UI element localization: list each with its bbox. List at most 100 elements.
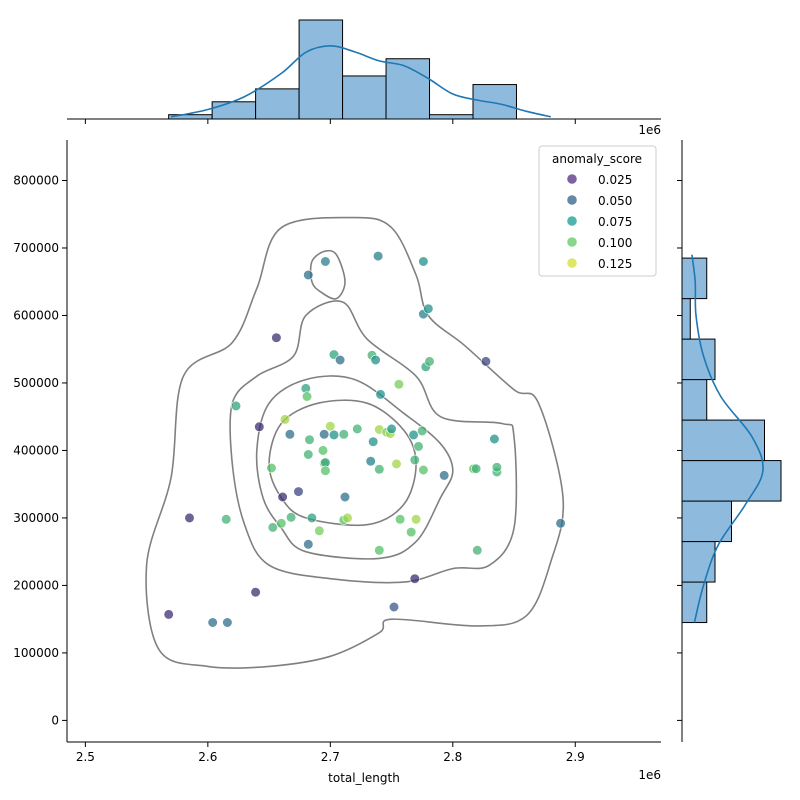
scatter-point (221, 514, 232, 525)
scatter-point (266, 462, 277, 474)
scatter-point (391, 458, 402, 470)
scatter-point (388, 601, 400, 613)
scatter-point (393, 379, 405, 390)
scatter-point (417, 425, 428, 437)
scatter-point (276, 518, 287, 529)
density-contours (145, 216, 565, 669)
scatter-point (303, 539, 314, 550)
scatter-point (222, 617, 233, 628)
legend-label: 0.100 (598, 236, 632, 250)
legend-marker (567, 195, 577, 205)
top-hist-bar (342, 75, 387, 120)
scatter-point (480, 356, 492, 367)
scatter-point (230, 400, 242, 412)
top-offset-label: 1e6 (638, 123, 661, 137)
y-tick-label: 800000 (13, 173, 59, 187)
scatter-point (293, 486, 304, 497)
density-contour-line (145, 216, 565, 669)
x-offset-label: 1e6 (638, 768, 661, 782)
y-tick-label: 500000 (13, 376, 59, 390)
scatter-point (163, 609, 174, 620)
scatter-point (418, 256, 429, 267)
scatter-point (406, 526, 417, 538)
scatter-point (368, 436, 379, 447)
scatter-point (472, 545, 483, 556)
scatter-point (489, 433, 500, 445)
main-scatter-axes: 2.5 2.6 2.7 2.8 2.9 0 100000 200000 300000 40000… (13, 140, 661, 764)
scatter-point (491, 462, 503, 473)
scatter-point (271, 332, 282, 343)
scatter-point (335, 354, 346, 366)
scatter-point (423, 303, 434, 314)
x-tick-label: 2.9 (566, 750, 585, 764)
scatter-point (342, 512, 353, 524)
scatter-point (365, 456, 376, 467)
right-marginal-histogram (677, 140, 782, 742)
legend-marker (567, 237, 577, 247)
scatter-points (163, 251, 566, 628)
scatter-point (373, 251, 384, 262)
scatter-point (413, 441, 424, 452)
density-contour-line (229, 300, 518, 584)
scatter-point (303, 269, 314, 281)
x-tick-label: 2.8 (443, 750, 462, 764)
legend: anomaly_score 0.025 0.050 0.075 0.100 0.125 (538, 145, 657, 277)
scatter-point (304, 434, 315, 445)
scatter-point (374, 464, 385, 475)
scatter-point (207, 617, 218, 628)
top-hist-bar (385, 58, 431, 120)
scatter-point (303, 449, 314, 460)
scatter-point (424, 356, 435, 367)
right-hist-bar (681, 460, 782, 502)
scatter-point (386, 423, 397, 435)
scatter-point (284, 429, 296, 440)
scatter-point (317, 445, 329, 456)
top-kde-line (170, 44, 551, 118)
scatter-point (409, 454, 420, 466)
scatter-point (395, 514, 406, 525)
top-hist-bar (255, 88, 300, 120)
scatter-point (320, 465, 331, 476)
top-hist-bar (298, 19, 344, 120)
right-kde-line (691, 254, 764, 623)
scatter-point (418, 464, 429, 476)
scatter-point (301, 391, 313, 402)
x-tick-label: 2.6 (198, 750, 217, 764)
right-hist-bar (681, 298, 691, 340)
legend-marker (567, 174, 577, 184)
y-tick-label: 600000 (13, 308, 59, 322)
scatter-point (319, 429, 330, 440)
y-tick-label: 100000 (13, 646, 59, 660)
scatter-point (325, 421, 336, 432)
right-hist-bar (681, 379, 708, 421)
x-tick-label: 2.5 (76, 750, 95, 764)
scatter-point (374, 545, 385, 556)
scatter-point (338, 429, 349, 440)
scatter-point (370, 354, 381, 366)
x-tick-label: 2.7 (321, 750, 340, 764)
right-hist-bar (681, 541, 716, 583)
y-tick-label: 0 (51, 713, 59, 727)
scatter-point (411, 514, 422, 525)
scatter-point (184, 512, 195, 524)
scatter-point (339, 491, 351, 503)
legend-label: 0.075 (598, 215, 632, 229)
scatter-point (471, 463, 482, 474)
y-tick-label: 700000 (13, 241, 59, 255)
legend-label: 0.025 (598, 173, 632, 187)
scatter-point (439, 470, 450, 481)
scatter-point (250, 587, 261, 598)
scatter-point (328, 429, 340, 441)
legend-marker (567, 216, 577, 226)
y-tick-label: 200000 (13, 578, 59, 592)
scatter-point (286, 512, 297, 523)
x-axis: 2.5 2.6 2.7 2.8 2.9 (67, 741, 661, 764)
density-contour-line (309, 249, 346, 300)
scatter-point (254, 421, 265, 432)
scatter-point (320, 256, 331, 267)
scatter-point (314, 525, 325, 536)
scatter-point (555, 518, 566, 529)
legend-label: 0.050 (598, 194, 632, 208)
y-tick-label: 300000 (13, 511, 59, 525)
